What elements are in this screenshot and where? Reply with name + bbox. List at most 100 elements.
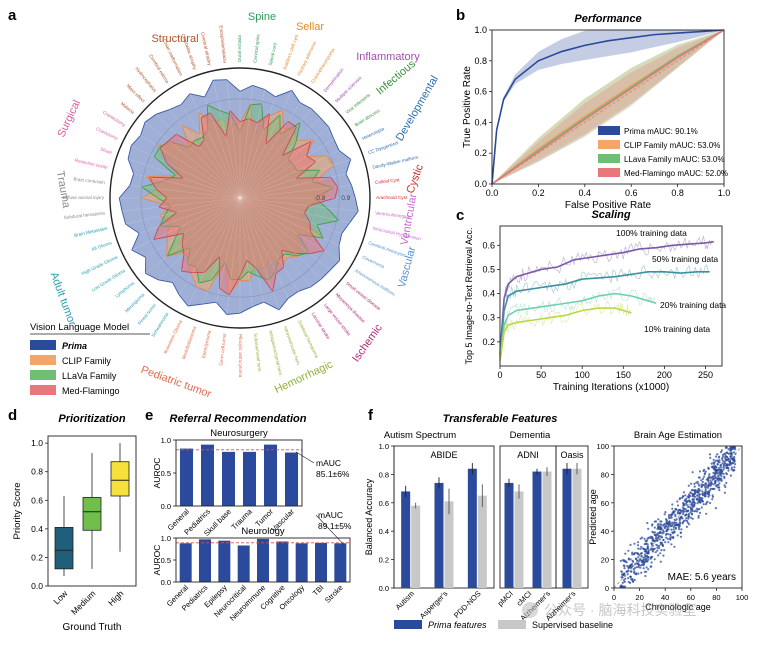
scatter-point: [657, 524, 659, 526]
scatter-point: [663, 523, 665, 525]
referral-bar: [264, 445, 277, 506]
roc-legend-label-prima: Prima mAUC: 90.1%: [624, 127, 698, 136]
scatter-point: [687, 514, 689, 516]
referral-bar: [222, 452, 235, 506]
x-tick-label: 100: [575, 370, 590, 380]
scatter-point: [630, 578, 632, 580]
scatter-point: [733, 447, 735, 449]
scatter-point: [647, 556, 649, 558]
scatter-point: [623, 567, 625, 569]
scatter-point: [718, 489, 720, 491]
transferable-bar-prima: [505, 483, 514, 588]
radar-category-label: Adult tumor: [48, 270, 79, 327]
scaling-series-label: 10% training data: [644, 324, 710, 334]
scatter-point: [660, 527, 662, 529]
referral-bar: [180, 449, 193, 506]
scatter-point: [640, 546, 642, 548]
scatter-point: [715, 466, 717, 468]
scatter-point: [626, 561, 628, 563]
scatter-point: [627, 550, 629, 552]
scatter-point: [650, 547, 652, 549]
scatter-point: [678, 528, 680, 530]
scatter-point: [671, 503, 673, 505]
scatter-point: [696, 502, 698, 504]
y-tick-label: 0.6: [379, 499, 389, 508]
scatter-point: [695, 489, 697, 491]
scatter-point: [677, 534, 679, 536]
legend-llava: LLaVa Family: [62, 371, 117, 381]
transferable-bar-prima: [563, 469, 572, 588]
scatter-point: [707, 467, 709, 469]
referral-bar: [257, 539, 269, 582]
scatter-point: [675, 509, 677, 511]
scatter-point: [638, 564, 640, 566]
transferable-dataset-label: Oasis: [560, 450, 584, 460]
radar-ring-label-08: 0.8: [316, 195, 325, 202]
panel-letter-a: a: [8, 7, 17, 24]
scatter-point: [658, 545, 660, 547]
scatter-point: [641, 552, 643, 554]
scatter-point: [684, 514, 686, 516]
scatter-point: [707, 487, 709, 489]
scatter-point: [726, 451, 728, 453]
radar-diagnosis-label: Demyelination: [323, 67, 345, 93]
referral-title: Referral Recommendation: [170, 413, 307, 425]
y-tick-label: 0.0: [31, 581, 43, 591]
transferable-legend-prima: Prima features: [428, 620, 487, 630]
radar-diagnosis-label: Meningioma: [124, 292, 146, 314]
scatter-point: [721, 471, 723, 473]
scatter-point: [725, 467, 727, 469]
scatter-point: [723, 473, 725, 475]
scaling-ylabel: Top 5 Image-to-Text Retrieval Acc.: [464, 227, 474, 364]
scatter-point: [715, 507, 717, 509]
radar-diagnosis-label: Lymphoma: [114, 280, 135, 298]
legend-medflamingo: Med-Flamingo: [62, 386, 120, 396]
scaling-raw-trace: [500, 265, 708, 361]
y-tick-label: 0.4: [31, 524, 43, 534]
scatter-point: [630, 576, 632, 578]
radar-diagnosis-label: All Glioma: [91, 240, 113, 252]
radar-category-label: Infectious: [374, 58, 418, 98]
radar-category-label: Spine: [248, 11, 276, 23]
radar-diagnosis-label: CC Dysgenesis: [367, 140, 399, 155]
y-tick-label: 60: [601, 499, 609, 508]
scaling-series-line: [500, 272, 710, 356]
scatter-point: [680, 528, 682, 530]
scatter-point: [672, 511, 674, 513]
panel-letter-d: d: [8, 407, 17, 424]
scatter-point: [694, 486, 696, 488]
radar-diagnosis-label: Hydrocephalus: [134, 66, 157, 94]
scatter-point: [643, 562, 645, 564]
roc-legend-label-clip: CLIP Family mAUC: 53.0%: [624, 141, 720, 150]
scatter-point: [711, 463, 713, 465]
x-tick-label: 0.6: [625, 188, 638, 198]
radar-diagnosis-label: Pituitary adenoma: [296, 41, 317, 77]
scatter-point: [652, 550, 654, 552]
y-tick-label: 0.2: [31, 552, 43, 562]
transferable-ylabel: Balanced Accuracy: [364, 478, 374, 555]
scatter-mae-annotation: MAE: 5.6 years: [668, 572, 736, 583]
scatter-point: [636, 552, 638, 554]
scatter-point: [704, 472, 706, 474]
y-tick-label: 40: [601, 527, 609, 536]
scatter-point: [708, 473, 710, 475]
scatter-point: [679, 509, 681, 511]
scatter-point: [668, 522, 670, 524]
referral-bar: [285, 453, 298, 506]
scatter-point: [679, 498, 681, 500]
prioritization-title: Prioritization: [58, 413, 126, 425]
referral-bar: [199, 539, 211, 582]
roc-ylabel: True Positive Rate: [462, 66, 473, 148]
referral-bar: [276, 542, 288, 582]
radar-diagnosis-label: Brain contusion: [73, 176, 105, 185]
referral-bar: [238, 545, 250, 582]
scatter-point: [684, 519, 686, 521]
referral-subplot-title: Neurosurgery: [210, 428, 268, 439]
scatter-point: [691, 505, 693, 507]
transferable-legend-swatch-prima: [394, 620, 422, 629]
scatter-point: [658, 532, 660, 534]
scatter-point: [631, 553, 633, 555]
radar-diagnosis-label: Pineal tumor: [137, 302, 157, 326]
scatter-point: [687, 516, 689, 518]
